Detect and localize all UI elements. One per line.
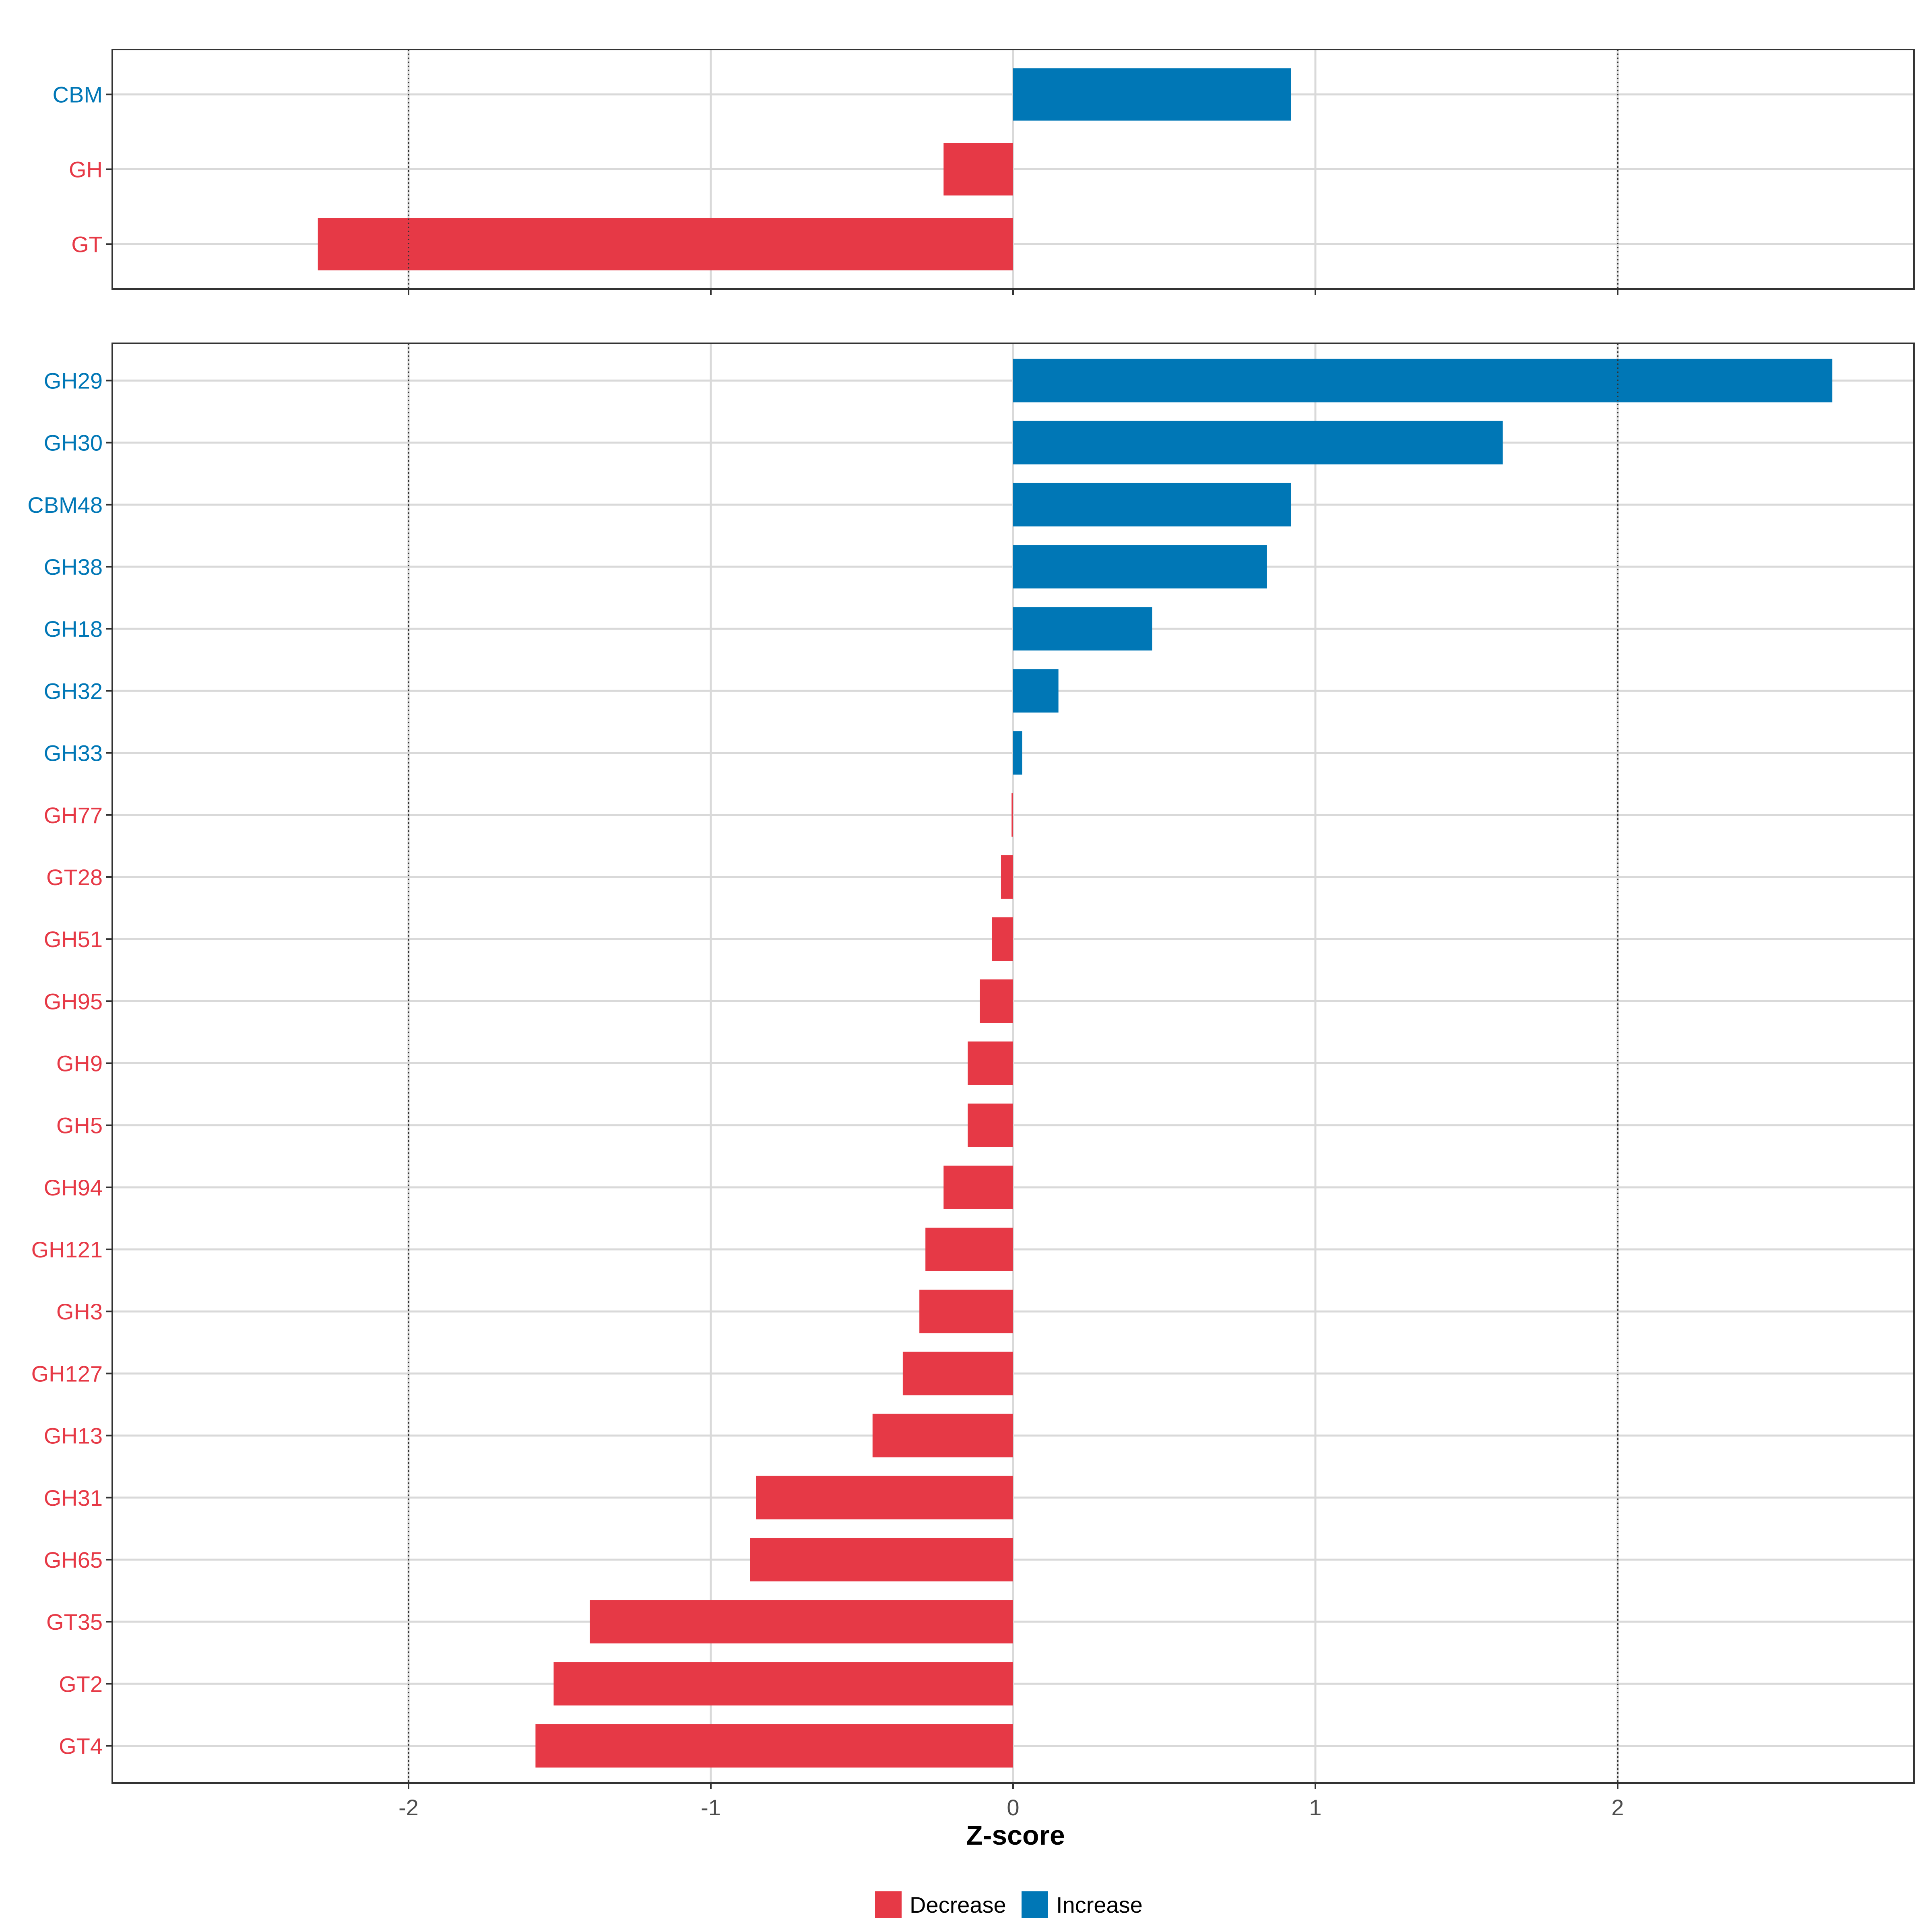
panel-frame bbox=[111, 49, 1915, 290]
category-label: GH95 bbox=[44, 989, 103, 1014]
category-label: CBM bbox=[53, 82, 103, 107]
bar-gh127 bbox=[902, 1352, 1013, 1395]
category-label: GH51 bbox=[44, 927, 103, 952]
bar-gt bbox=[318, 218, 1013, 270]
bar-gh95 bbox=[980, 979, 1013, 1023]
bar-gh9 bbox=[968, 1041, 1013, 1085]
bar-gh31 bbox=[756, 1476, 1013, 1519]
bar-gh5 bbox=[968, 1103, 1013, 1147]
bar-gh77 bbox=[1011, 793, 1013, 837]
x-tick-label: -2 bbox=[398, 1795, 419, 1820]
bar-gh3 bbox=[919, 1290, 1013, 1333]
category-label: GT28 bbox=[46, 865, 103, 890]
bar-gh51 bbox=[992, 917, 1013, 961]
category-label: GH33 bbox=[44, 741, 103, 766]
legend-label-decrease: Decrease bbox=[910, 1892, 1006, 1918]
category-label: GH77 bbox=[44, 803, 103, 828]
bar-gh29 bbox=[1013, 359, 1833, 402]
legend: Decrease Increase bbox=[875, 1891, 1143, 1918]
legend-swatch-increase bbox=[1022, 1891, 1048, 1918]
panel-frame bbox=[111, 343, 1915, 1784]
bar-gh33 bbox=[1013, 731, 1022, 775]
x-tick-label: 1 bbox=[1309, 1795, 1321, 1820]
category-label: GH13 bbox=[44, 1423, 103, 1449]
legend-swatch-decrease bbox=[875, 1891, 902, 1918]
bar-gh121 bbox=[925, 1228, 1013, 1271]
category-label: GT35 bbox=[46, 1609, 103, 1635]
category-label: GH32 bbox=[44, 678, 103, 704]
x-axis-title: Z-score bbox=[966, 1820, 1065, 1851]
bar-cbm bbox=[1013, 68, 1291, 121]
bar-gh94 bbox=[943, 1165, 1013, 1209]
bar-gt28 bbox=[1001, 855, 1013, 899]
category-label: GT bbox=[71, 231, 103, 257]
category-label: GH121 bbox=[31, 1237, 103, 1262]
category-label: GH94 bbox=[44, 1175, 103, 1200]
bar-gh32 bbox=[1013, 669, 1059, 713]
category-label: GH127 bbox=[31, 1361, 103, 1386]
bar-gh38 bbox=[1013, 545, 1267, 589]
legend-label-increase: Increase bbox=[1056, 1892, 1143, 1918]
bar-gt2 bbox=[553, 1662, 1013, 1706]
category-label: GH65 bbox=[44, 1547, 103, 1573]
category-label: GT2 bbox=[59, 1671, 103, 1697]
bar-gh13 bbox=[872, 1414, 1013, 1457]
bar-gt4 bbox=[535, 1724, 1013, 1768]
category-label: GH18 bbox=[44, 616, 103, 642]
bottom-panel: GH29 GH30 CBM48 GH38 GH18 GH32 GH33 GH77 GT28 GH5… bbox=[27, 343, 1915, 1789]
bar-gh30 bbox=[1013, 421, 1503, 464]
category-label: GH38 bbox=[44, 554, 103, 580]
bar-cbm48 bbox=[1013, 483, 1291, 526]
category-label: GH bbox=[69, 157, 103, 182]
bar-gt35 bbox=[590, 1600, 1013, 1644]
bar-gh18 bbox=[1013, 607, 1152, 651]
x-tick-label: 0 bbox=[1007, 1795, 1019, 1820]
category-label: GH30 bbox=[44, 430, 103, 456]
category-label: GH5 bbox=[56, 1113, 103, 1138]
category-label: GT4 bbox=[59, 1733, 103, 1759]
category-label: GH3 bbox=[56, 1299, 103, 1324]
top-panel: CBM GH GT bbox=[53, 49, 1915, 295]
x-tick-label: -1 bbox=[701, 1795, 721, 1820]
category-label: CBM48 bbox=[27, 492, 103, 518]
bar-gh65 bbox=[750, 1538, 1013, 1581]
x-tick-label: 2 bbox=[1611, 1795, 1624, 1820]
bar-gh bbox=[943, 143, 1013, 196]
category-label: GH9 bbox=[56, 1051, 103, 1076]
category-label: GH29 bbox=[44, 368, 103, 394]
x-axis: -2 -1 0 1 2 bbox=[398, 1795, 1624, 1820]
category-label: GH31 bbox=[44, 1485, 103, 1511]
